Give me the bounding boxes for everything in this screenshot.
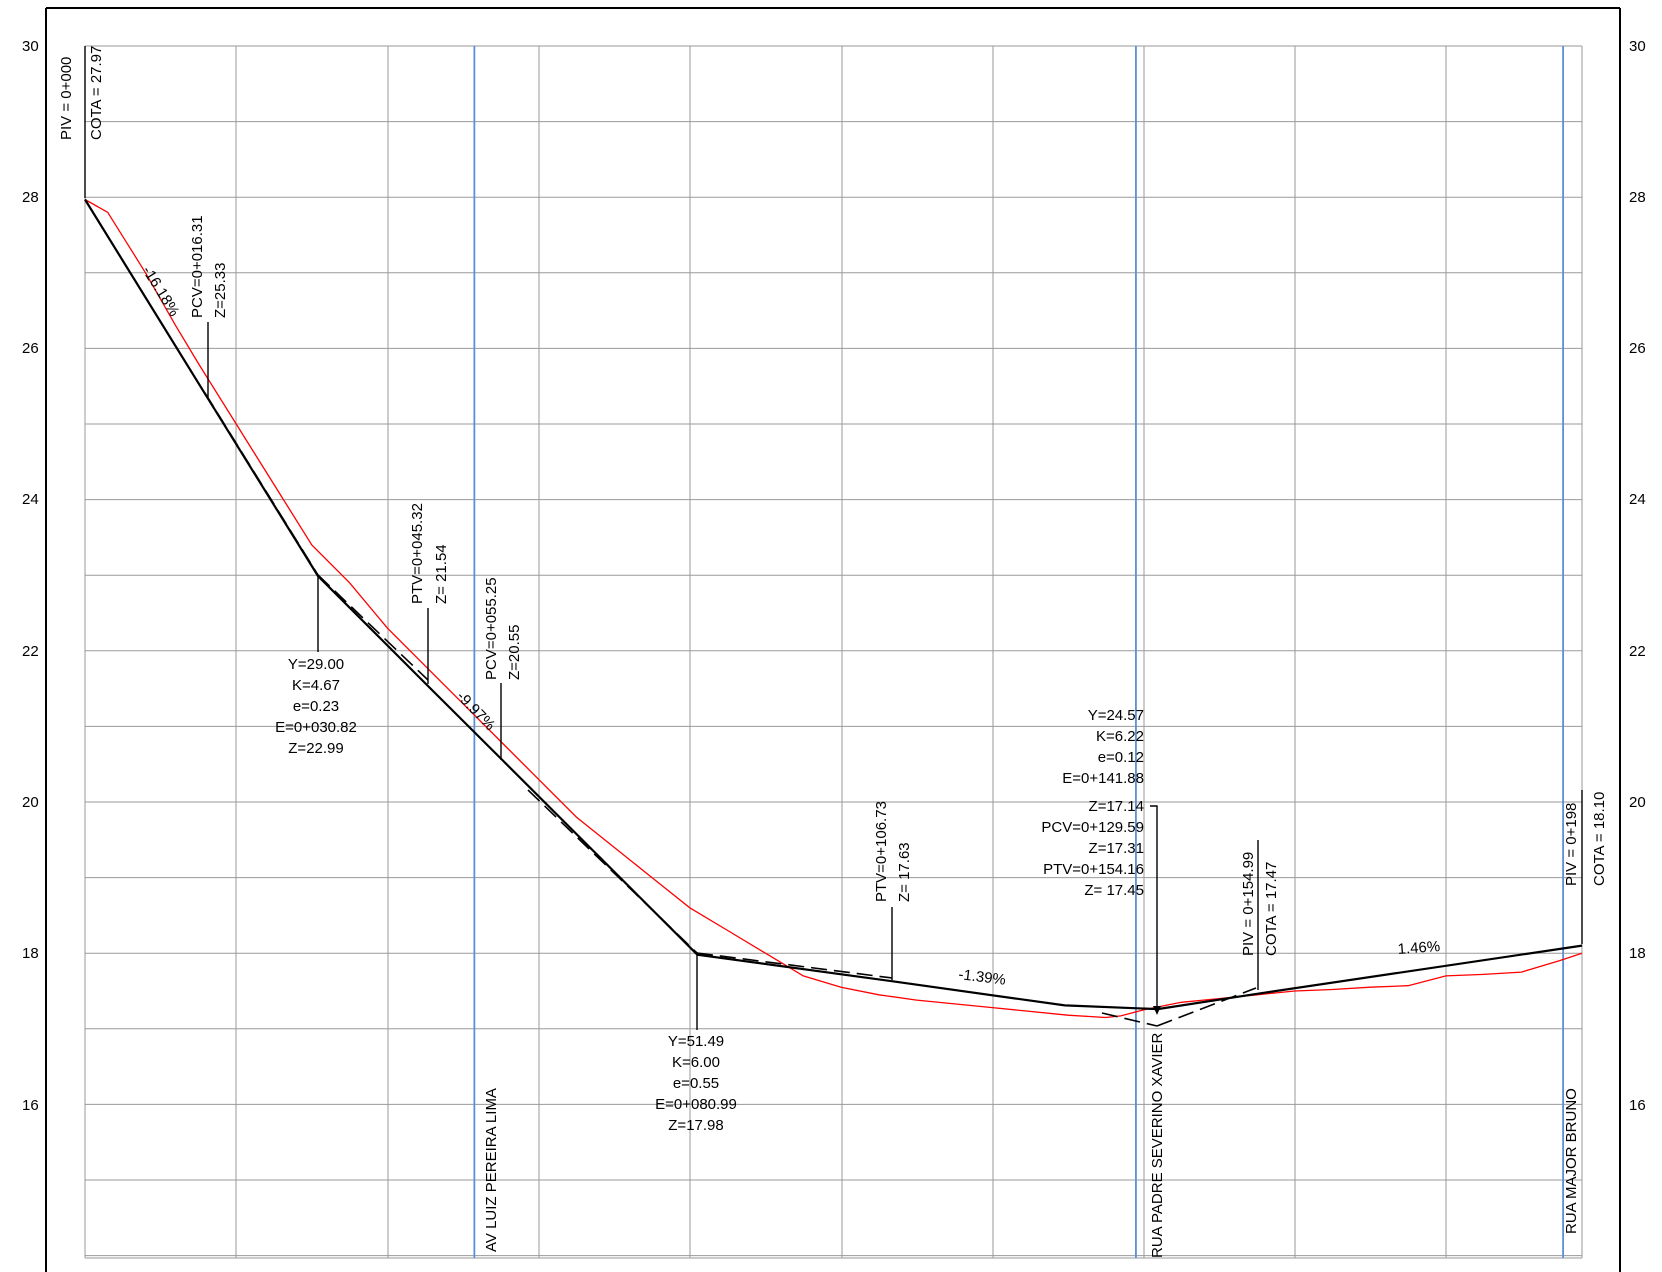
curve-line: E=0+080.99	[655, 1096, 737, 1113]
tick-label-right: 20	[1629, 794, 1646, 811]
curve-line: e=0.12	[1098, 749, 1144, 766]
tangent-line	[1156, 987, 1257, 1027]
right-axis: 30 28 26 24 22 20 18 16	[1629, 38, 1646, 1114]
curve-line: Z=17.31	[1089, 840, 1144, 857]
left-axis: 30 28 26 24 22 20 18 16	[22, 38, 39, 1114]
tangent-line	[204, 392, 319, 576]
street-lines	[473, 46, 1564, 1258]
station-label: Z=20.55	[506, 625, 523, 680]
street-label: RUA PADRE SEVERINO XAVIER	[1149, 1032, 1166, 1258]
tangent-line	[1101, 1012, 1158, 1027]
station-label: COTA = 18.10	[1591, 792, 1608, 886]
tick-label-right: 30	[1629, 38, 1646, 55]
tangent-line	[527, 789, 698, 954]
curve-line: Y=29.00	[288, 656, 344, 673]
curve-line: Y=51.49	[668, 1033, 724, 1050]
slope-label: -9.97%	[453, 688, 498, 734]
tick-label-right: 28	[1629, 189, 1646, 206]
curve-line: e=0.55	[673, 1075, 719, 1092]
station-label: COTA = 17.47	[1263, 862, 1280, 956]
curve-3-arrow	[1153, 1006, 1161, 1015]
tick-label-left: 18	[22, 945, 39, 962]
slope-label: -16.18%	[139, 263, 183, 319]
tick-label-left: 30	[22, 38, 39, 55]
curve-line: Z=17.14	[1089, 798, 1144, 815]
curve-line: PTV=0+154.16	[1043, 861, 1144, 878]
tangent-lines	[204, 392, 1257, 1027]
station-label: COTA = 27.97	[88, 46, 105, 140]
slope-label: 1.46%	[1397, 938, 1441, 958]
station-label: Z=25.33	[212, 263, 229, 318]
tick-label-right: 22	[1629, 643, 1646, 660]
curve-line: Z=22.99	[288, 740, 343, 757]
station-label: PIV = 0+154.99	[1240, 852, 1257, 956]
curve-line: PCV=0+129.59	[1041, 819, 1144, 836]
tick-label-left: 26	[22, 340, 39, 357]
slope-label: -1.39%	[958, 966, 1007, 989]
curve-block-3: Y=24.57 K=6.22 e=0.12 E=0+141.88 Z=17.14…	[1041, 707, 1144, 899]
curve-line: Y=24.57	[1088, 707, 1144, 724]
station-leaders	[84, 46, 1583, 1030]
tick-label-left: 24	[22, 491, 39, 508]
tick-label-left: 20	[22, 794, 39, 811]
tick-label-right: 26	[1629, 340, 1646, 357]
tangent-line	[696, 952, 893, 979]
station-label: Z= 21.54	[433, 544, 450, 604]
leader-curve-3	[1150, 805, 1158, 1008]
tick-label-left: 22	[22, 643, 39, 660]
tick-label-right: 24	[1629, 491, 1646, 508]
curve-line: E=0+141.88	[1062, 770, 1144, 787]
design-profile-line	[84, 198, 1583, 1011]
tick-label-right: 18	[1629, 945, 1646, 962]
station-label: PCV=0+055.25	[483, 577, 500, 680]
station-label: Z= 17.63	[896, 842, 913, 902]
tick-label-right: 16	[1629, 1097, 1646, 1114]
station-label: PTV=0+106.73	[873, 801, 890, 902]
tangent-line	[317, 574, 429, 681]
curve-line: Z= 17.45	[1084, 882, 1144, 899]
curve-line: e=0.23	[293, 698, 339, 715]
curve-line: K=6.00	[672, 1054, 720, 1071]
curve-line: E=0+030.82	[275, 719, 357, 736]
terrain-profile-line	[84, 198, 1583, 1019]
curve-line: Z=17.98	[668, 1117, 723, 1134]
curve-block-1: Y=29.00 K=4.67 e=0.23 E=0+030.82 Z=22.99	[275, 656, 357, 757]
curve-block-2: Y=51.49 K=6.00 e=0.55 E=0+080.99 Z=17.98	[655, 1033, 737, 1134]
station-label: PIV = 0+000	[58, 57, 75, 140]
station-label: PCV=0+016.31	[189, 215, 206, 318]
tick-label-left: 28	[22, 189, 39, 206]
tick-label-left: 16	[22, 1097, 39, 1114]
station-label: PTV=0+045.32	[409, 503, 426, 604]
street-label: AV LUIZ PEREIRA LIMA	[483, 1088, 500, 1252]
grid	[84, 45, 1583, 1259]
curve-line: K=4.67	[292, 677, 340, 694]
street-label: RUA MAJOR BRUNO	[1563, 1088, 1580, 1234]
station-label: PIV = 0+198	[1563, 803, 1580, 886]
curve-line: K=6.22	[1096, 728, 1144, 745]
